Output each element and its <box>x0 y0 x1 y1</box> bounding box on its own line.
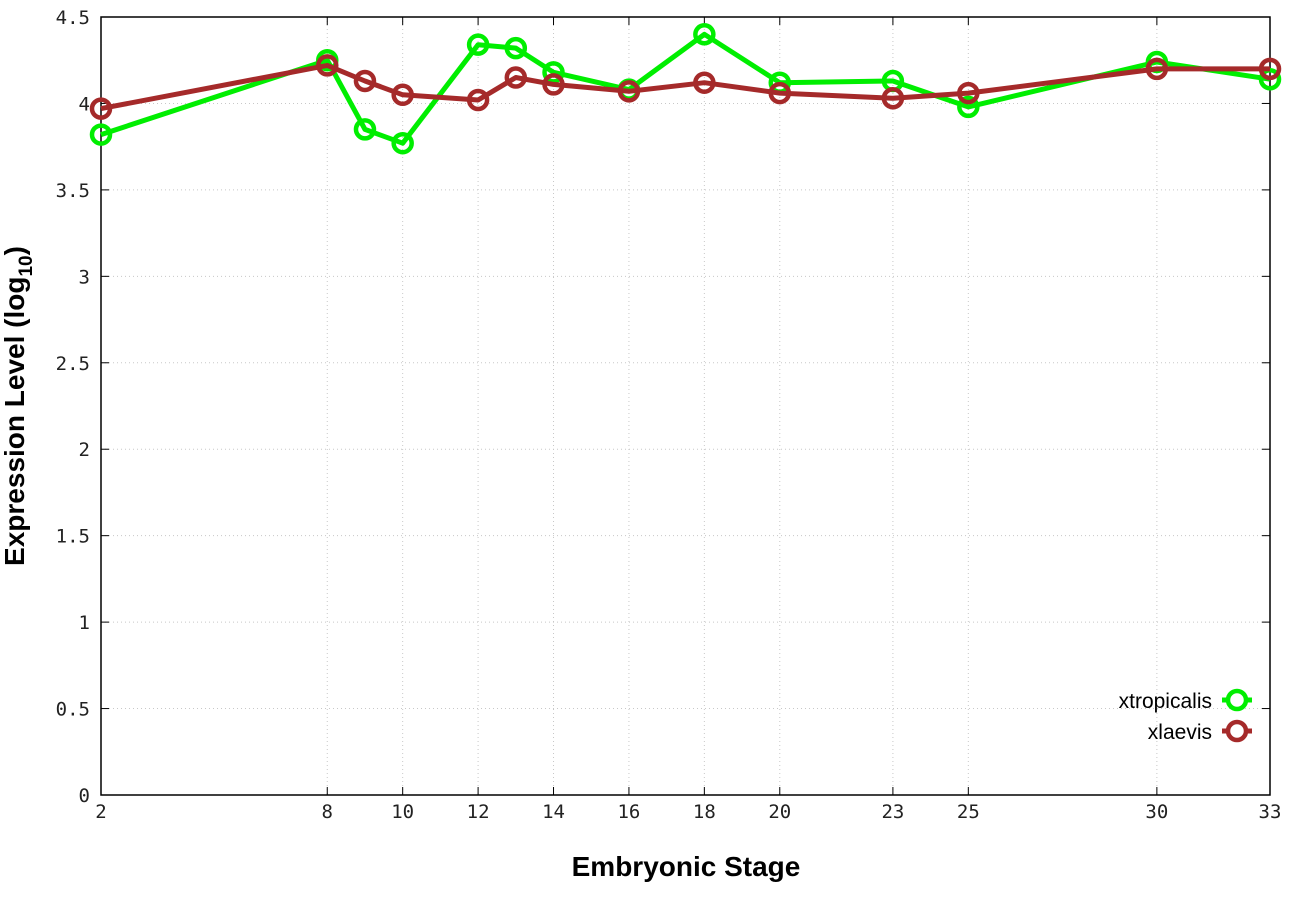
y-tick-label: 1 <box>79 612 90 634</box>
y-axis-title-main: Expression Level (log <box>0 277 30 566</box>
data-point-xtropicalis <box>504 36 528 60</box>
gridlines <box>101 17 1270 795</box>
plot-area <box>101 17 1270 795</box>
x-tick-label: 18 <box>693 801 716 823</box>
data-point-xtropicalis <box>391 131 414 155</box>
data-point-xtropicalis <box>957 95 980 119</box>
data-point-xlaevis <box>391 83 414 107</box>
y-tick-label: 3.5 <box>56 180 90 202</box>
data-point-xlaevis <box>316 54 339 77</box>
series-layer <box>89 23 1282 155</box>
x-tick-label: 2 <box>95 801 106 823</box>
x-tick-label: 25 <box>957 801 980 823</box>
x-tick-label: 12 <box>467 801 490 823</box>
data-point-xlaevis <box>353 69 377 93</box>
data-point-xtropicalis <box>693 23 716 46</box>
x-tick-label: 10 <box>391 801 414 823</box>
x-tick-label: 23 <box>881 801 904 823</box>
data-point-xlaevis <box>693 71 716 94</box>
y-axis-title: Expression Level (log10) <box>0 246 37 566</box>
data-point-xlaevis <box>768 81 792 105</box>
data-point-xtropicalis <box>89 123 113 146</box>
data-point-xlaevis <box>542 73 565 96</box>
y-tick-label: 4 <box>79 93 90 115</box>
legend-marker-xtropicalis <box>1225 688 1249 712</box>
data-point-xlaevis <box>617 80 641 103</box>
x-tick-label: 33 <box>1259 801 1282 823</box>
y-tick-label: 2 <box>79 439 90 461</box>
y-tick-label: 4.5 <box>56 7 90 29</box>
data-point-xlaevis <box>957 81 980 105</box>
x-axis-title: Embryonic Stage <box>572 851 801 882</box>
legend-label-xlaevis: xlaevis <box>1148 721 1212 744</box>
y-axis-title-close: ) <box>0 246 30 255</box>
series-line-xtropicalis <box>100 31 1271 146</box>
y-tick-label: 0 <box>79 785 90 807</box>
legend: xtropicalis xlaevis <box>1119 688 1252 744</box>
data-point-xlaevis <box>1258 57 1282 81</box>
data-point-xlaevis <box>504 66 528 89</box>
x-tick-label: 30 <box>1145 801 1168 823</box>
y-axis-title-subscript: 10 <box>16 255 37 276</box>
legend-marker-xlaevis <box>1225 719 1249 743</box>
data-point-xlaevis <box>89 97 113 120</box>
series-xlaevis <box>89 54 1282 120</box>
y-tick-label: 1.5 <box>56 526 90 548</box>
y-tick-label: 2.5 <box>56 353 90 375</box>
data-point-xlaevis <box>1145 57 1169 81</box>
plot-frame <box>100 16 1271 796</box>
x-tick-label: 16 <box>617 801 640 823</box>
data-point-xtropicalis <box>542 61 565 84</box>
y-tick-label: 3 <box>79 266 90 288</box>
data-point-xtropicalis <box>353 118 377 141</box>
data-point-xlaevis <box>881 87 905 110</box>
data-point-xlaevis <box>466 88 490 112</box>
x-tick-label: 8 <box>322 801 333 823</box>
x-tick-label: 14 <box>542 801 565 823</box>
x-tick-labels: 2 8 10 12 14 16 18 20 23 25 30 33 <box>95 801 1281 823</box>
data-point-xtropicalis <box>466 33 490 56</box>
x-tick-label: 20 <box>768 801 791 823</box>
series-line-xlaevis <box>100 62 1270 112</box>
y-tick-label: 0.5 <box>56 699 90 721</box>
legend-label-xtropicalis: xtropicalis <box>1119 690 1212 713</box>
y-tick-labels: 0 0.5 1 1.5 2 2.5 3 3.5 4 4.5 <box>56 7 90 807</box>
